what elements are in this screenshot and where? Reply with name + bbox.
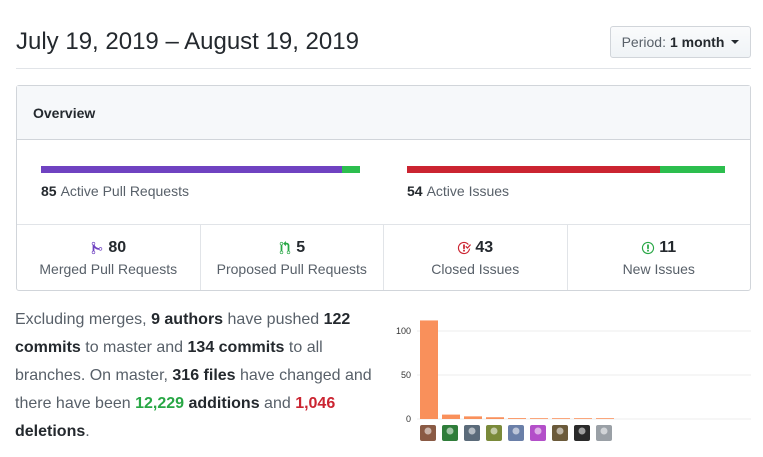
stat-merged-pull-requests[interactable]: 80 Merged Pull Requests [17,225,201,290]
pull-request-open-segment [342,166,360,173]
y-tick-label: 100 [396,326,411,336]
authors-count: 9 authors [151,311,224,328]
contributor-bar [464,416,482,419]
contributors-bar-chart: 0 50 100 [396,320,751,441]
stat-new-issues[interactable]: 11 New Issues [568,225,751,290]
summary-text: and [259,395,296,412]
overview-title: Overview [17,86,750,140]
commit-summary: Excluding merges, 9 authors have pushed … [15,306,380,446]
caret-down-icon [731,40,740,44]
commits-all-count: 134 commits [187,339,285,356]
issue-closed-icon [458,241,472,255]
contributor-bar [486,417,504,419]
period-value: 1 month [669,34,725,50]
summary-text: . [85,423,90,440]
period-select-button[interactable]: Period: 1 month [610,26,751,58]
contributor-bar [596,418,614,419]
additions-count: 12,229 [135,395,185,412]
active-pull-requests-count: 85 [41,183,57,199]
issue-closed-segment [407,166,661,173]
avatar-face [600,427,608,435]
git-pull-request-icon [280,241,291,255]
avatar-face [556,427,564,435]
issue-opened-icon [642,241,655,255]
active-pull-requests-label: Active Pull Requests [60,183,189,199]
closed-issues-count: 43 [475,239,494,256]
avatar-face [534,427,542,435]
avatar-face [578,427,586,435]
summary-text: have changed and there have been [15,367,372,412]
merged-pull-requests-count: 80 [108,239,127,256]
additions-word: additions [184,395,260,412]
contributor-bar [420,320,438,419]
deletions-count: 1,046 [295,395,336,412]
stat-closed-issues[interactable]: 43 Closed Issues [384,225,568,290]
proposed-pull-requests-count: 5 [296,239,306,256]
contributor-bar [442,414,460,419]
overview-panel: Overview 85 Active Pull Requests 54 Active… [16,85,751,291]
active-issues-count: 54 [407,183,423,199]
contributor-bar [574,418,592,419]
avatar-face [446,427,454,435]
active-pull-requests-link[interactable]: 85 Active Pull Requests [41,183,189,199]
git-merge-icon [92,241,103,255]
contributor-bar [508,418,526,419]
avatar-face [424,427,432,435]
new-issues-label: New Issues [622,261,695,277]
issue-ratio-bar[interactable] [407,166,725,173]
overview-stats: 80 Merged Pull Requests 5 Proposed Pull … [17,225,750,290]
summary-text: Excluding merges, [15,311,152,328]
overview-bars: 85 Active Pull Requests 54 Active Issues [17,140,750,225]
avatar-face [512,427,520,435]
commits-master-count: 122 commits [15,311,351,356]
y-tick-label: 0 [406,414,411,424]
proposed-pull-requests-label: Proposed Pull Requests [216,261,367,277]
closed-issues-label: Closed Issues [431,261,520,277]
period-label: Period: [621,34,666,50]
contributor-bar [552,418,570,419]
date-range-title: July 19, 2019 – August 19, 2019 [16,28,359,55]
summary-text: have pushed [223,311,324,328]
summary-text: to master and [80,339,188,356]
contributor-bar [530,418,548,419]
stat-proposed-pull-requests[interactable]: 5 Proposed Pull Requests [201,225,384,290]
pull-request-merged-segment [41,166,343,173]
active-issues-link[interactable]: 54 Active Issues [407,183,509,199]
summary-text: to all branches. On master, [15,339,323,384]
new-issues-count: 11 [659,239,677,256]
issue-open-segment [660,166,725,173]
files-changed-count: 316 files [172,367,236,384]
deletions-word: deletions [15,423,86,440]
avatar-face [468,427,476,435]
active-issues-label: Active Issues [426,183,510,199]
merged-pull-requests-label: Merged Pull Requests [39,261,178,277]
pull-request-ratio-bar[interactable] [41,166,360,173]
y-tick-label: 50 [401,370,411,380]
avatar-face [490,427,498,435]
page-header: July 19, 2019 – August 19, 2019 Period: … [16,0,751,69]
